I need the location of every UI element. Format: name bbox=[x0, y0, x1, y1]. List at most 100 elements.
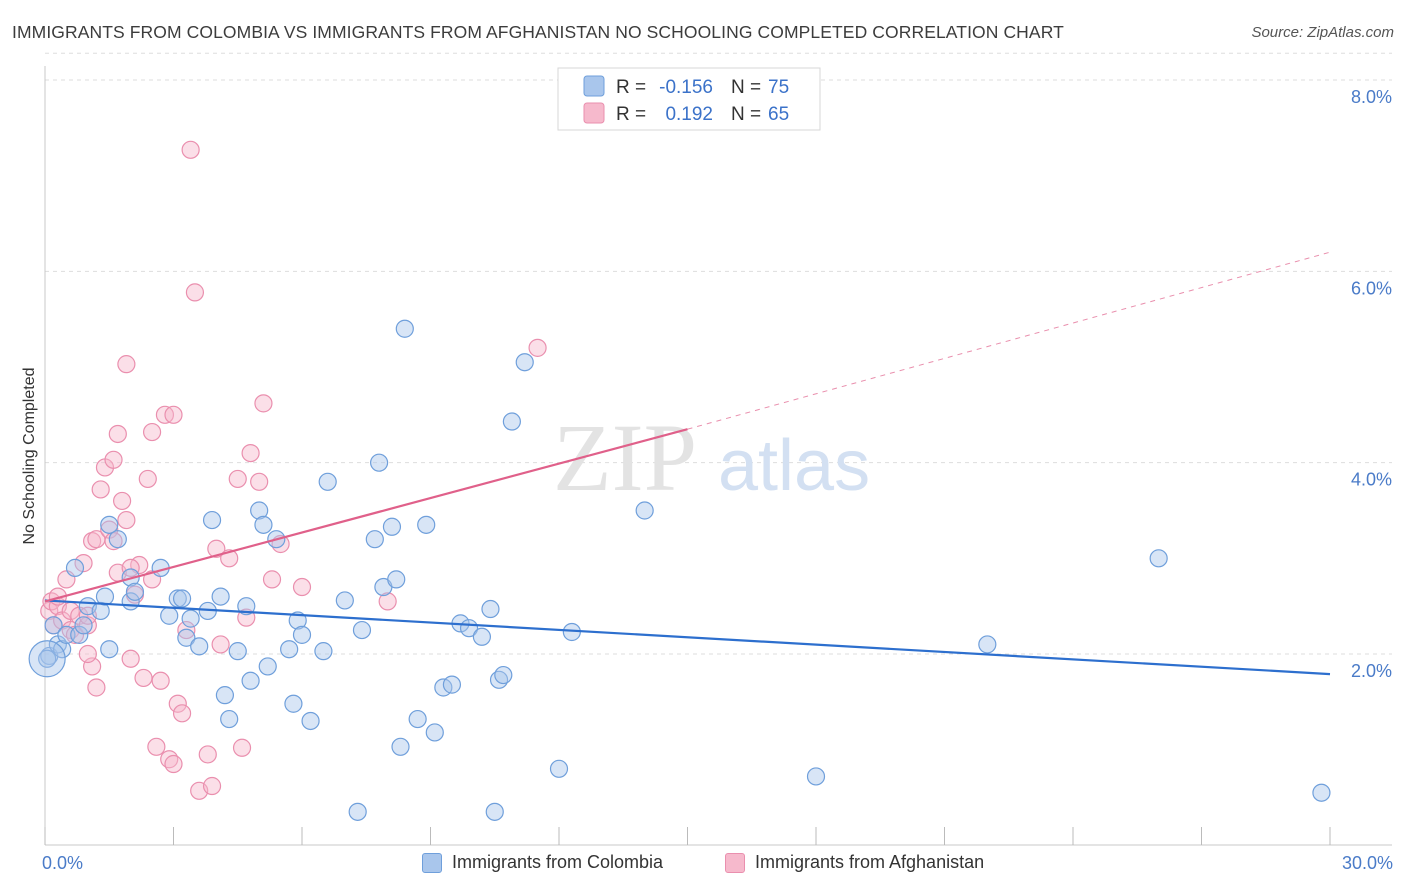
legend-n-label-colombia: N = bbox=[731, 77, 761, 98]
colombia-point bbox=[382, 517, 402, 536]
colombia-point bbox=[391, 737, 410, 756]
colombia-point bbox=[258, 657, 277, 676]
colombia-point bbox=[314, 642, 333, 661]
afghanistan-point bbox=[172, 704, 192, 723]
colombia-point bbox=[211, 587, 230, 606]
colombia-point bbox=[348, 802, 367, 821]
colombia-point bbox=[44, 616, 63, 635]
afghanistan-point bbox=[168, 694, 187, 713]
afghanistan-point bbox=[181, 140, 200, 159]
colombia-point bbox=[220, 709, 239, 729]
source-credit: Source: ZipAtlas.com bbox=[1251, 24, 1394, 41]
afghanistan-point bbox=[147, 737, 166, 756]
afghanistan-point bbox=[142, 422, 162, 442]
watermark: ZIP atlas bbox=[553, 404, 870, 511]
colombia-point-cluster bbox=[28, 640, 66, 678]
colombia-point bbox=[254, 515, 273, 534]
colombia-point bbox=[318, 472, 337, 491]
legend-item-colombia: Immigrants from Colombia bbox=[422, 852, 663, 873]
legend-label-afghanistan: Immigrants from Afghanistan bbox=[755, 852, 985, 872]
bottom-legend: Immigrants from Colombia Immigrants from… bbox=[0, 852, 1406, 878]
legend-n-value-colombia: 75 bbox=[768, 77, 789, 98]
colombia-point bbox=[91, 601, 110, 621]
colombia-point bbox=[442, 675, 462, 694]
afghanistan-trend-extension bbox=[687, 251, 1331, 430]
colombia-point bbox=[408, 709, 427, 729]
colombia-point bbox=[370, 453, 389, 472]
y-axis-label: No Schooling Completed bbox=[21, 368, 38, 545]
legend-swatch-afghanistan-bottom bbox=[725, 852, 745, 873]
colombia-point bbox=[1149, 549, 1168, 568]
legend-item-afghanistan: Immigrants from Afghanistan bbox=[725, 852, 984, 873]
colombia-point bbox=[485, 802, 504, 821]
y-tick-label: 8.0% bbox=[1351, 87, 1392, 107]
afghanistan-point bbox=[164, 405, 183, 424]
colombia-point bbox=[190, 637, 209, 656]
legend-r-label-afghanistan: R = bbox=[616, 104, 646, 125]
afghanistan-point bbox=[528, 338, 547, 357]
colombia-point bbox=[100, 640, 119, 659]
afghanistan-point bbox=[177, 620, 196, 640]
afghanistan-point bbox=[202, 776, 222, 796]
colombia-point bbox=[502, 412, 521, 431]
afghanistan-point bbox=[211, 635, 230, 654]
watermark-zip: ZIP bbox=[553, 404, 697, 511]
colombia-point bbox=[425, 723, 444, 742]
afghanistan-point bbox=[121, 649, 140, 668]
colombia-point bbox=[335, 591, 354, 610]
afghanistan-point bbox=[74, 554, 93, 573]
axes bbox=[44, 66, 1392, 846]
colombia-point bbox=[70, 625, 89, 644]
legend-swatch-colombia-bottom bbox=[422, 852, 442, 873]
trend-lines bbox=[44, 251, 1331, 676]
afghanistan-point bbox=[207, 539, 226, 558]
colombia-point bbox=[387, 570, 406, 589]
colombia-point bbox=[241, 671, 260, 690]
x-tick-label: 0.0% bbox=[42, 853, 83, 873]
afghanistan-points bbox=[40, 140, 547, 800]
colombia-point bbox=[100, 515, 119, 534]
chart-title: IMMIGRANTS FROM COLOMBIA VS IMMIGRANTS F… bbox=[12, 22, 1064, 42]
colombia-point bbox=[38, 649, 57, 668]
colombia-point bbox=[181, 609, 200, 628]
correlation-legend: R = -0.156 N = 75 R = 0.192 N = 65 bbox=[557, 67, 821, 131]
tick-labels: 2.0% 4.0% 6.0% 8.0% 0.0% 30.0% bbox=[42, 87, 1393, 873]
legend-swatch-colombia bbox=[583, 75, 605, 97]
colombia-point bbox=[635, 501, 654, 520]
legend-label-colombia: Immigrants from Colombia bbox=[452, 852, 664, 872]
afghanistan-point bbox=[254, 394, 273, 413]
afghanistan-point bbox=[112, 491, 132, 511]
afghanistan-point bbox=[78, 644, 97, 664]
afghanistan-point bbox=[91, 480, 110, 499]
colombia-point bbox=[172, 589, 192, 608]
afghanistan-trend-line bbox=[44, 428, 688, 603]
afghanistan-point bbox=[134, 668, 153, 688]
colombia-point bbox=[160, 606, 179, 625]
colombia-point bbox=[125, 582, 145, 601]
watermark-atlas: atlas bbox=[718, 426, 870, 506]
afghanistan-point bbox=[262, 570, 282, 589]
afghanistan-point bbox=[185, 283, 205, 302]
colombia-point bbox=[284, 694, 303, 713]
colombia-point bbox=[494, 665, 513, 685]
afghanistan-point bbox=[108, 424, 127, 444]
colombia-point bbox=[549, 759, 569, 778]
y-tick-label: 6.0% bbox=[1351, 278, 1392, 298]
colombia-point bbox=[395, 319, 414, 338]
colombia-point bbox=[228, 642, 247, 661]
afghanistan-point bbox=[228, 469, 247, 489]
colombia-point bbox=[74, 616, 93, 635]
legend-r-value-afghanistan: 0.192 bbox=[665, 104, 713, 125]
colombia-point bbox=[177, 628, 196, 647]
colombia-point bbox=[301, 711, 320, 731]
y-tick-label: 2.0% bbox=[1351, 661, 1392, 681]
afghanistan-point bbox=[198, 745, 217, 764]
afghanistan-point bbox=[241, 444, 260, 463]
x-tick-label: 30.0% bbox=[1342, 853, 1393, 873]
afghanistan-point bbox=[87, 678, 106, 697]
afghanistan-point bbox=[104, 450, 123, 469]
afghanistan-point bbox=[151, 671, 170, 690]
colombia-point bbox=[978, 635, 997, 654]
colombia-point bbox=[472, 627, 491, 646]
